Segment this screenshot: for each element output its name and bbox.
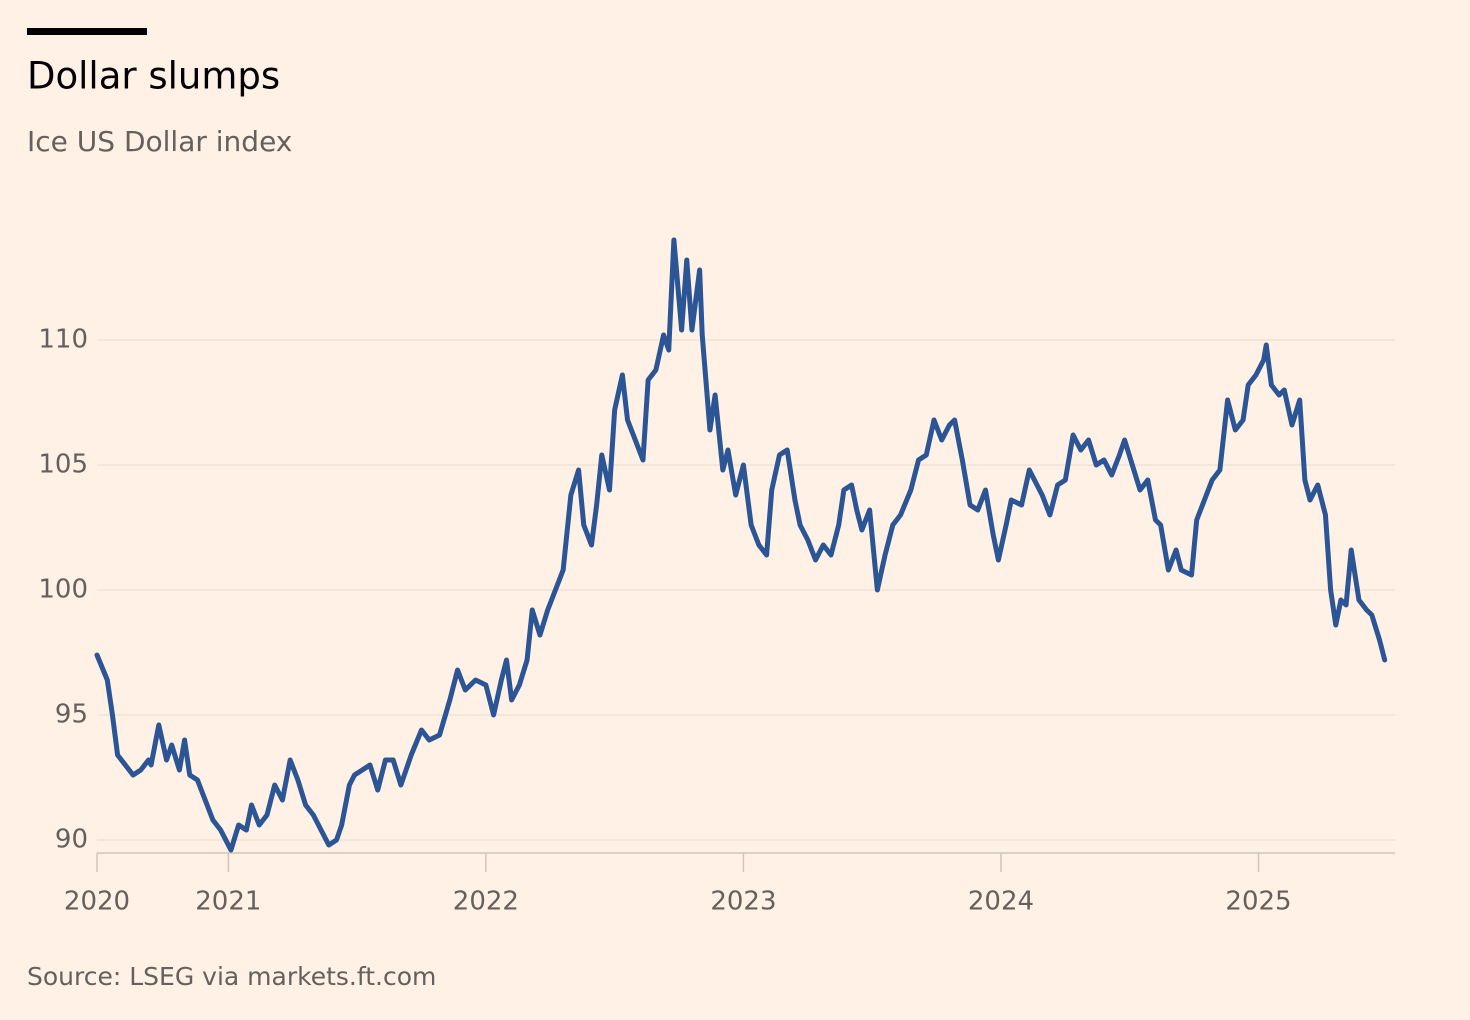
y-tick-label: 105	[38, 450, 88, 480]
grid	[97, 339, 1395, 841]
title-bar	[27, 28, 147, 35]
source-note: Source: LSEG via markets.ft.com	[27, 962, 436, 991]
y-tick-label: 110	[38, 325, 88, 355]
y-tick-label: 100	[38, 575, 88, 605]
chart-subtitle: Ice US Dollar index	[27, 125, 292, 158]
data-line	[94, 237, 1388, 853]
x-tick-label: 2021	[195, 887, 261, 917]
y-tick-label: 95	[55, 700, 88, 730]
plot	[94, 237, 1388, 853]
x-tick-label: 2020	[64, 887, 130, 917]
y-tick-label: 90	[55, 825, 88, 855]
chart-title: Dollar slumps	[27, 55, 280, 98]
x-tick-label: 2023	[710, 887, 776, 917]
x-tick-label: 2025	[1225, 887, 1291, 917]
x-tick-label: 2022	[453, 887, 519, 917]
x-tick-label: 2024	[968, 887, 1034, 917]
